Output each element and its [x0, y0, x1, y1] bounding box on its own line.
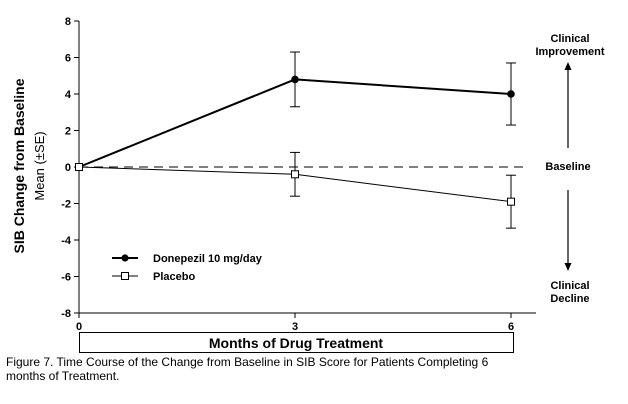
legend-marker-donepezil: [121, 254, 129, 262]
decline-label-line1: Clinical: [550, 280, 589, 292]
x-axis-title-box: [79, 332, 514, 353]
caption-line-1: Figure 7. Time Course of the Change from…: [6, 355, 489, 369]
y-tick-label: 6: [65, 53, 71, 65]
data-point-placebo: [507, 197, 515, 206]
improvement-arrowhead: [564, 62, 572, 70]
improvement-label-line2: Improvement: [535, 46, 604, 58]
y-tick-label: -4: [61, 235, 72, 247]
y-tick-label: 4: [65, 89, 72, 101]
legend-marker-placebo: [121, 272, 129, 280]
data-point-donepezil: [507, 90, 515, 98]
legend: Donepezil 10 mg/day Placebo: [112, 253, 263, 283]
x-axis-title: Months of Drug Treatment: [209, 335, 384, 351]
improvement-label-line1: Clinical: [550, 33, 589, 45]
y-tick-label: 8: [65, 16, 71, 28]
y-axis-ticks: 8 6 4 2 0 -2 -4 -6 -8: [61, 16, 79, 320]
x-tick-label: 3: [292, 321, 298, 333]
legend-label-placebo: Placebo: [153, 271, 195, 283]
x-axis-ticks: 0 3 6: [76, 313, 514, 333]
y-tick-label: -2: [61, 199, 71, 211]
data-point-placebo: [291, 170, 299, 179]
data-point-donepezil: [291, 75, 299, 84]
y-axis-subtitle: Mean (±SE): [32, 131, 47, 200]
series-layer: [75, 51, 516, 229]
y-axis-title: SIB Change from Baseline: [11, 78, 27, 253]
x-tick-label: 0: [76, 321, 82, 333]
y-tick-label: -8: [61, 308, 71, 320]
y-tick-label: 2: [65, 126, 71, 138]
data-point-placebo: [75, 163, 83, 171]
decline-arrowhead: [564, 263, 572, 271]
y-tick-label: -6: [61, 272, 71, 284]
legend-label-donepezil: Donepezil 10 mg/day: [153, 253, 263, 265]
figure-caption: Figure 7. Time Course of the Change from…: [6, 355, 622, 383]
clinical-annotations: Clinical Improvement Baseline Clinical D…: [535, 33, 604, 305]
baseline-label: Baseline: [545, 161, 590, 173]
decline-label-line2: Decline: [550, 293, 589, 305]
y-tick-label: 0: [65, 162, 71, 174]
caption-line-2: months of Treatment.: [6, 369, 120, 383]
x-tick-label: 6: [508, 321, 514, 333]
